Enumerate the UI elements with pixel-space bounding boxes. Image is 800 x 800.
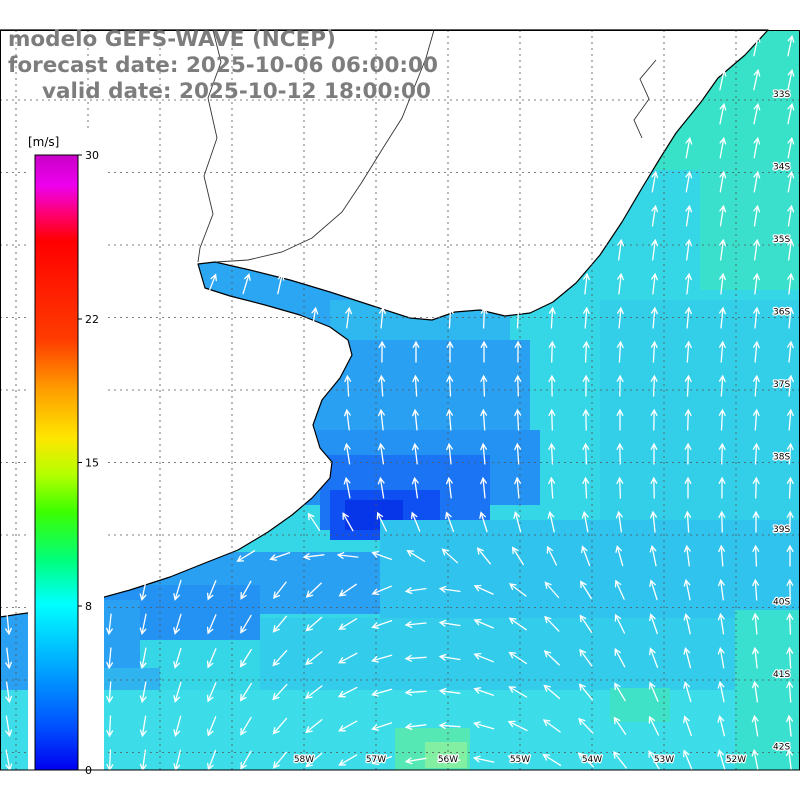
lat-label: 38S <box>773 453 790 463</box>
coordinate-labels: 33S 34S 35S 36S 37S 38S 39S 40S 41S 42S 58W 57W 56W 5… <box>293 89 792 766</box>
wave-direction-arrows <box>5 34 795 770</box>
colorbar-tick-label: 15 <box>85 457 99 470</box>
lat-label: 34S <box>773 163 790 173</box>
colorbar-gradient <box>34 154 79 771</box>
colorbar-tick-label: 30 <box>85 149 99 162</box>
latlon-grid <box>0 30 800 770</box>
lat-label: 41S <box>773 670 790 680</box>
colorbar-unit-label: [m/s] <box>28 135 59 149</box>
colorbar-tick-label: 22 <box>85 313 99 326</box>
lon-label: 53W <box>654 755 674 765</box>
model-title: modelo GEFS-WAVE (NCEP) <box>8 27 336 52</box>
landmass <box>0 29 769 618</box>
lat-label: 35S <box>773 235 790 245</box>
lat-label: 39S <box>773 525 790 535</box>
lon-label: 52W <box>726 755 746 765</box>
lon-label: 57W <box>366 755 386 765</box>
colorbar-tick-label: 8 <box>85 600 92 613</box>
valid-date: valid date: 2025-10-12 18:00:00 <box>42 79 431 104</box>
lon-label: 55W <box>510 755 530 765</box>
lon-label: 58W <box>294 755 314 765</box>
lat-label: 37S <box>773 380 790 390</box>
lon-label: 56W <box>438 755 458 765</box>
lat-label: 42S <box>773 743 790 753</box>
country-borders <box>197 29 657 263</box>
header: modelo GEFS-WAVE (NCEP) forecast date: 2… <box>8 27 438 104</box>
lat-label: 36S <box>773 308 790 318</box>
lat-label: 40S <box>773 598 790 608</box>
lon-label: 54W <box>582 755 602 765</box>
forecast-date: forecast date: 2025-10-06 06:00:00 <box>8 53 438 78</box>
lat-label: 33S <box>773 90 790 100</box>
